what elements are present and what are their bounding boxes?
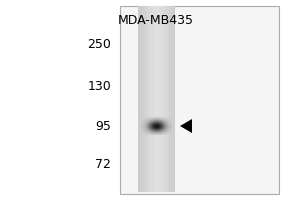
- Bar: [120, 6, 279, 194]
- Text: 130: 130: [87, 80, 111, 92]
- Text: 250: 250: [87, 38, 111, 50]
- Polygon shape: [180, 119, 192, 133]
- Text: 72: 72: [95, 158, 111, 170]
- Text: MDA-MB435: MDA-MB435: [118, 14, 194, 27]
- Text: 95: 95: [95, 119, 111, 132]
